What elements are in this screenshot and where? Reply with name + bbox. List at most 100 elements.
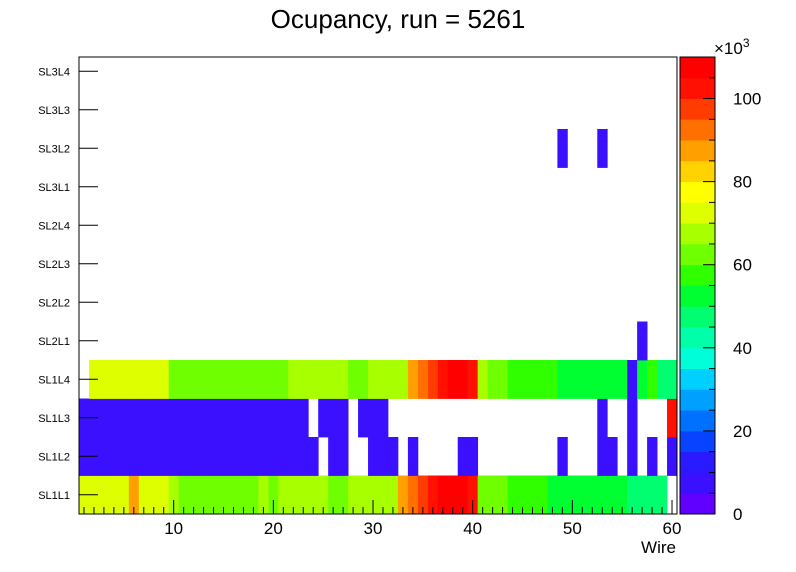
- heatmap-cell: [228, 360, 239, 399]
- heatmap-cells: [79, 129, 678, 515]
- color-scale-swatch: [680, 389, 715, 411]
- heatmap-cell: [427, 360, 439, 399]
- heatmap-cell: [208, 437, 219, 476]
- heatmap-cell: [378, 437, 389, 476]
- heatmap-cell: [497, 360, 508, 399]
- heatmap-cell: [148, 360, 160, 399]
- x-tick-label: 60: [663, 519, 682, 538]
- heatmap-cell: [108, 360, 120, 399]
- y-tick-label: SL2L1: [38, 336, 70, 348]
- y-tick-label: SL3L3: [38, 105, 70, 117]
- color-scale-swatch: [680, 451, 715, 473]
- heatmap-cell: [657, 475, 668, 515]
- y-axis: SL1L1 SL1L2 SL1L3 SL1L4 SL2L1 SL2L2 SL2L3 SL2L4…: [38, 66, 98, 502]
- heatmap-cell: [358, 475, 369, 515]
- color-scale-swatch: [680, 264, 715, 286]
- heatmap-cell: [338, 398, 349, 438]
- heatmap-cell: [328, 437, 339, 476]
- heatmap-cell: [348, 360, 359, 399]
- heatmap-cell: [407, 437, 419, 476]
- heatmap-cell: [198, 475, 209, 515]
- heatmap-cell: [138, 360, 150, 399]
- heatmap-cell: [467, 437, 479, 476]
- heatmap-cell: [248, 475, 259, 515]
- color-scale-swatch: [680, 57, 715, 79]
- color-scale-swatch: [680, 285, 715, 307]
- heatmap-cell: [318, 398, 329, 438]
- heatmap-cell: [617, 475, 628, 515]
- heatmap-cell: [248, 398, 259, 438]
- heatmap-cell: [218, 437, 229, 476]
- heatmap-cell: [587, 475, 598, 515]
- heatmap-cell: [108, 437, 120, 476]
- heatmap-cell: [368, 398, 379, 438]
- heatmap-cell: [188, 360, 199, 399]
- heatmap-cell: [547, 475, 558, 515]
- heatmap-cell: [368, 437, 379, 476]
- heatmap-cell: [647, 475, 658, 515]
- heatmap-cell: [637, 475, 648, 515]
- heatmap-cell: [667, 437, 678, 476]
- heatmap-cell: [447, 360, 459, 399]
- plot-frame: [78, 56, 678, 515]
- heatmap-cell: [198, 398, 209, 438]
- heatmap-cell: [527, 360, 538, 399]
- heatmap-cell: [607, 475, 618, 515]
- heatmap-cell: [298, 360, 309, 399]
- heatmap-cell: [577, 475, 588, 515]
- y-tick-label: SL1L4: [38, 374, 70, 386]
- heatmap-cell: [527, 475, 538, 515]
- x-tick-label: 30: [364, 519, 383, 538]
- heatmap-cell: [288, 360, 299, 399]
- heatmap-cell: [597, 475, 608, 515]
- heatmap-cell: [507, 475, 518, 515]
- heatmap-cell: [238, 360, 249, 399]
- heatmap-cell: [168, 437, 180, 476]
- heatmap-cell: [427, 475, 439, 515]
- heatmap-cell: [178, 360, 190, 399]
- color-scale-swatch: [680, 140, 715, 162]
- heatmap-cell: [148, 475, 160, 515]
- heatmap-cell: [318, 475, 329, 515]
- heatmap-cell: [457, 437, 469, 476]
- heatmap-cell: [417, 360, 429, 399]
- heatmap-cell: [188, 437, 199, 476]
- heatmap-cell: [98, 398, 110, 438]
- heatmap-cell: [228, 475, 239, 515]
- heatmap-cell: [158, 437, 170, 476]
- heatmap-cell: [218, 360, 229, 399]
- heatmap-cell: [487, 360, 498, 399]
- heatmap-cell: [467, 360, 479, 399]
- heatmap-cell: [397, 360, 409, 399]
- heatmap-cell: [597, 437, 608, 476]
- heatmap-cell: [298, 437, 309, 476]
- x-tick-label: 20: [264, 519, 283, 538]
- x-tick-label: 50: [563, 519, 582, 538]
- heatmap-cell: [188, 475, 199, 515]
- z-tick-label: 80: [733, 173, 752, 192]
- heatmap-cell: [627, 437, 638, 476]
- y-tick-label: SL3L2: [38, 143, 70, 155]
- heatmap-cell: [148, 437, 160, 476]
- heatmap-cell: [437, 475, 449, 515]
- heatmap-cell: [98, 360, 110, 399]
- heatmap-cell: [178, 437, 190, 476]
- heatmap-cell: [557, 475, 568, 515]
- heatmap-cell: [168, 360, 180, 399]
- heatmap-cell: [328, 360, 339, 399]
- heatmap-cell: [208, 398, 219, 438]
- heatmap-cell: [118, 437, 130, 476]
- heatmap-cell: [258, 360, 269, 399]
- heatmap-cell: [308, 475, 319, 515]
- color-scale-swatch: [680, 160, 715, 183]
- color-scale-swatch: [680, 347, 715, 369]
- z-tick-label: 40: [733, 339, 752, 358]
- heatmap-cell: [218, 475, 229, 515]
- heatmap-cell: [108, 398, 120, 438]
- heatmap-cell: [387, 360, 399, 399]
- heatmap-cell: [98, 475, 110, 515]
- color-scale-swatch: [680, 77, 715, 99]
- heatmap-cell: [397, 475, 409, 515]
- heatmap-cell: [378, 398, 389, 438]
- z-tick-label: 20: [733, 422, 752, 441]
